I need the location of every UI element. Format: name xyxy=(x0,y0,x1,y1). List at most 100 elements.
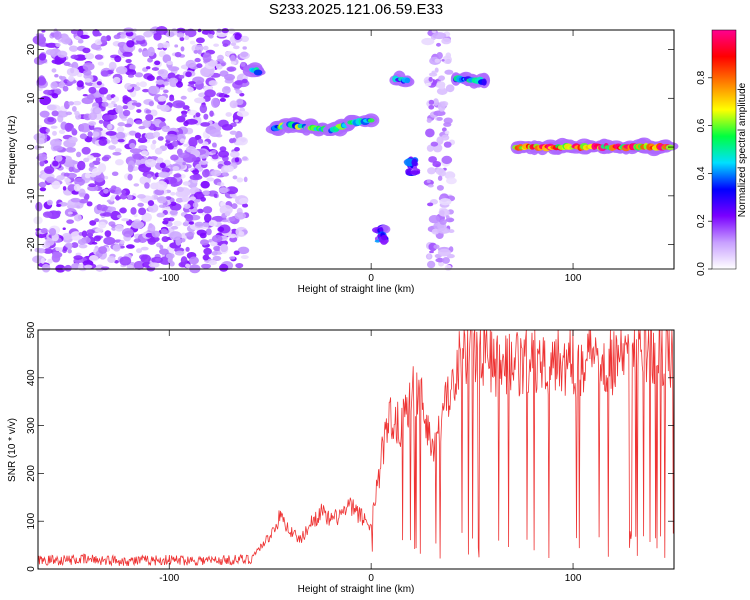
noise-blob xyxy=(119,256,132,266)
noise-blob xyxy=(173,173,182,178)
noise-blob xyxy=(101,156,110,162)
noise-blob xyxy=(40,257,45,264)
noise-blob xyxy=(189,174,203,181)
noise-blob xyxy=(145,66,151,70)
noise-blob xyxy=(220,243,228,253)
noise-blob xyxy=(98,204,108,212)
noise-blob xyxy=(102,114,111,121)
noise-blob xyxy=(113,34,121,40)
noise-blob xyxy=(131,102,137,106)
column-blob xyxy=(443,141,452,148)
noise-blob xyxy=(192,169,200,175)
noise-blob xyxy=(84,52,95,60)
noise-blob xyxy=(126,40,135,48)
snr-background xyxy=(38,330,674,569)
noise-blob xyxy=(236,98,244,106)
noise-blob xyxy=(136,109,142,113)
noise-blob xyxy=(154,60,161,66)
snr-y-ticks: 0 100 200 300 400 500 xyxy=(26,321,674,572)
noise-blob xyxy=(114,55,122,63)
colorbar-tick-label: 0.0 xyxy=(696,262,707,276)
noise-blob xyxy=(185,246,190,252)
noise-blob xyxy=(183,120,189,127)
signal-ridge xyxy=(253,69,263,76)
noise-blob xyxy=(184,28,197,38)
noise-blob xyxy=(204,89,216,98)
column-blob xyxy=(444,171,456,180)
noise-blob xyxy=(91,241,98,245)
noise-blob xyxy=(146,75,155,82)
noise-blob xyxy=(104,175,109,180)
noise-blob xyxy=(172,100,186,109)
noise-blob xyxy=(157,95,167,102)
snr-x-tick-label: 0 xyxy=(368,573,374,584)
noise-blob xyxy=(92,131,100,137)
noise-blob xyxy=(146,174,152,179)
noise-blob xyxy=(241,78,248,84)
noise-blob xyxy=(52,160,59,167)
noise-blob xyxy=(76,80,84,88)
noise-blob xyxy=(45,42,58,48)
noise-blob xyxy=(159,162,166,169)
column-blob xyxy=(445,84,455,93)
column-blob xyxy=(438,169,446,177)
noise-blob xyxy=(185,146,196,153)
noise-blob xyxy=(185,71,192,78)
noise-blob xyxy=(58,75,63,80)
noise-blob xyxy=(222,172,227,176)
noise-blob xyxy=(125,69,137,76)
noise-blob xyxy=(46,199,53,206)
noise-blob xyxy=(208,260,218,266)
noise-blob xyxy=(84,78,92,83)
noise-blob xyxy=(115,194,120,201)
noise-blob xyxy=(127,164,134,173)
noise-blob xyxy=(159,248,169,255)
noise-blob xyxy=(40,228,48,234)
noise-blob xyxy=(180,238,186,243)
spectrogram-frame xyxy=(37,29,675,270)
noise-blob xyxy=(78,188,86,198)
snr-x-label: Height of straight line (km) xyxy=(298,584,415,595)
noise-blob xyxy=(233,250,240,256)
noise-blob xyxy=(210,97,220,109)
noise-blob xyxy=(188,137,198,147)
noise-blob xyxy=(158,171,171,178)
noise-blob xyxy=(58,129,66,135)
column-blob xyxy=(431,29,437,33)
noise-blob xyxy=(81,230,88,238)
noise-blob xyxy=(217,150,230,158)
noise-blob xyxy=(223,160,231,166)
noise-blob xyxy=(127,74,135,78)
noise-blob xyxy=(179,36,185,42)
noise-blob xyxy=(163,89,169,94)
noise-blob xyxy=(176,32,185,38)
noise-blob xyxy=(129,148,142,154)
noise-blob xyxy=(62,85,69,92)
noise-blob xyxy=(179,138,186,144)
column-blob xyxy=(433,98,439,106)
signal-ridge xyxy=(367,118,375,123)
noise-blob xyxy=(145,114,154,121)
noise-blob xyxy=(109,189,116,194)
noise-blob xyxy=(132,153,143,160)
noise-blob xyxy=(188,81,196,85)
noise-blob xyxy=(65,111,73,116)
noise-blob xyxy=(36,153,48,162)
noise-blob xyxy=(209,129,221,137)
noise-blob xyxy=(201,222,211,228)
noise-blob xyxy=(51,93,59,99)
noise-blob xyxy=(223,94,230,98)
noise-blob xyxy=(144,158,157,168)
noise-blob xyxy=(144,182,150,189)
noise-blob xyxy=(194,44,204,52)
column-blob xyxy=(436,185,444,191)
noise-blob xyxy=(156,157,164,164)
noise-blob xyxy=(150,143,156,150)
column-blob xyxy=(438,208,450,217)
spectrogram-y-tick-label: -20 xyxy=(26,237,37,252)
noise-blob xyxy=(229,130,238,135)
noise-blob xyxy=(229,54,236,63)
snr-plot: -100 0 100 0 100 200 300 400 500 Height of stra… xyxy=(7,321,675,595)
noise-blob xyxy=(37,34,44,39)
noise-blob xyxy=(184,232,194,237)
